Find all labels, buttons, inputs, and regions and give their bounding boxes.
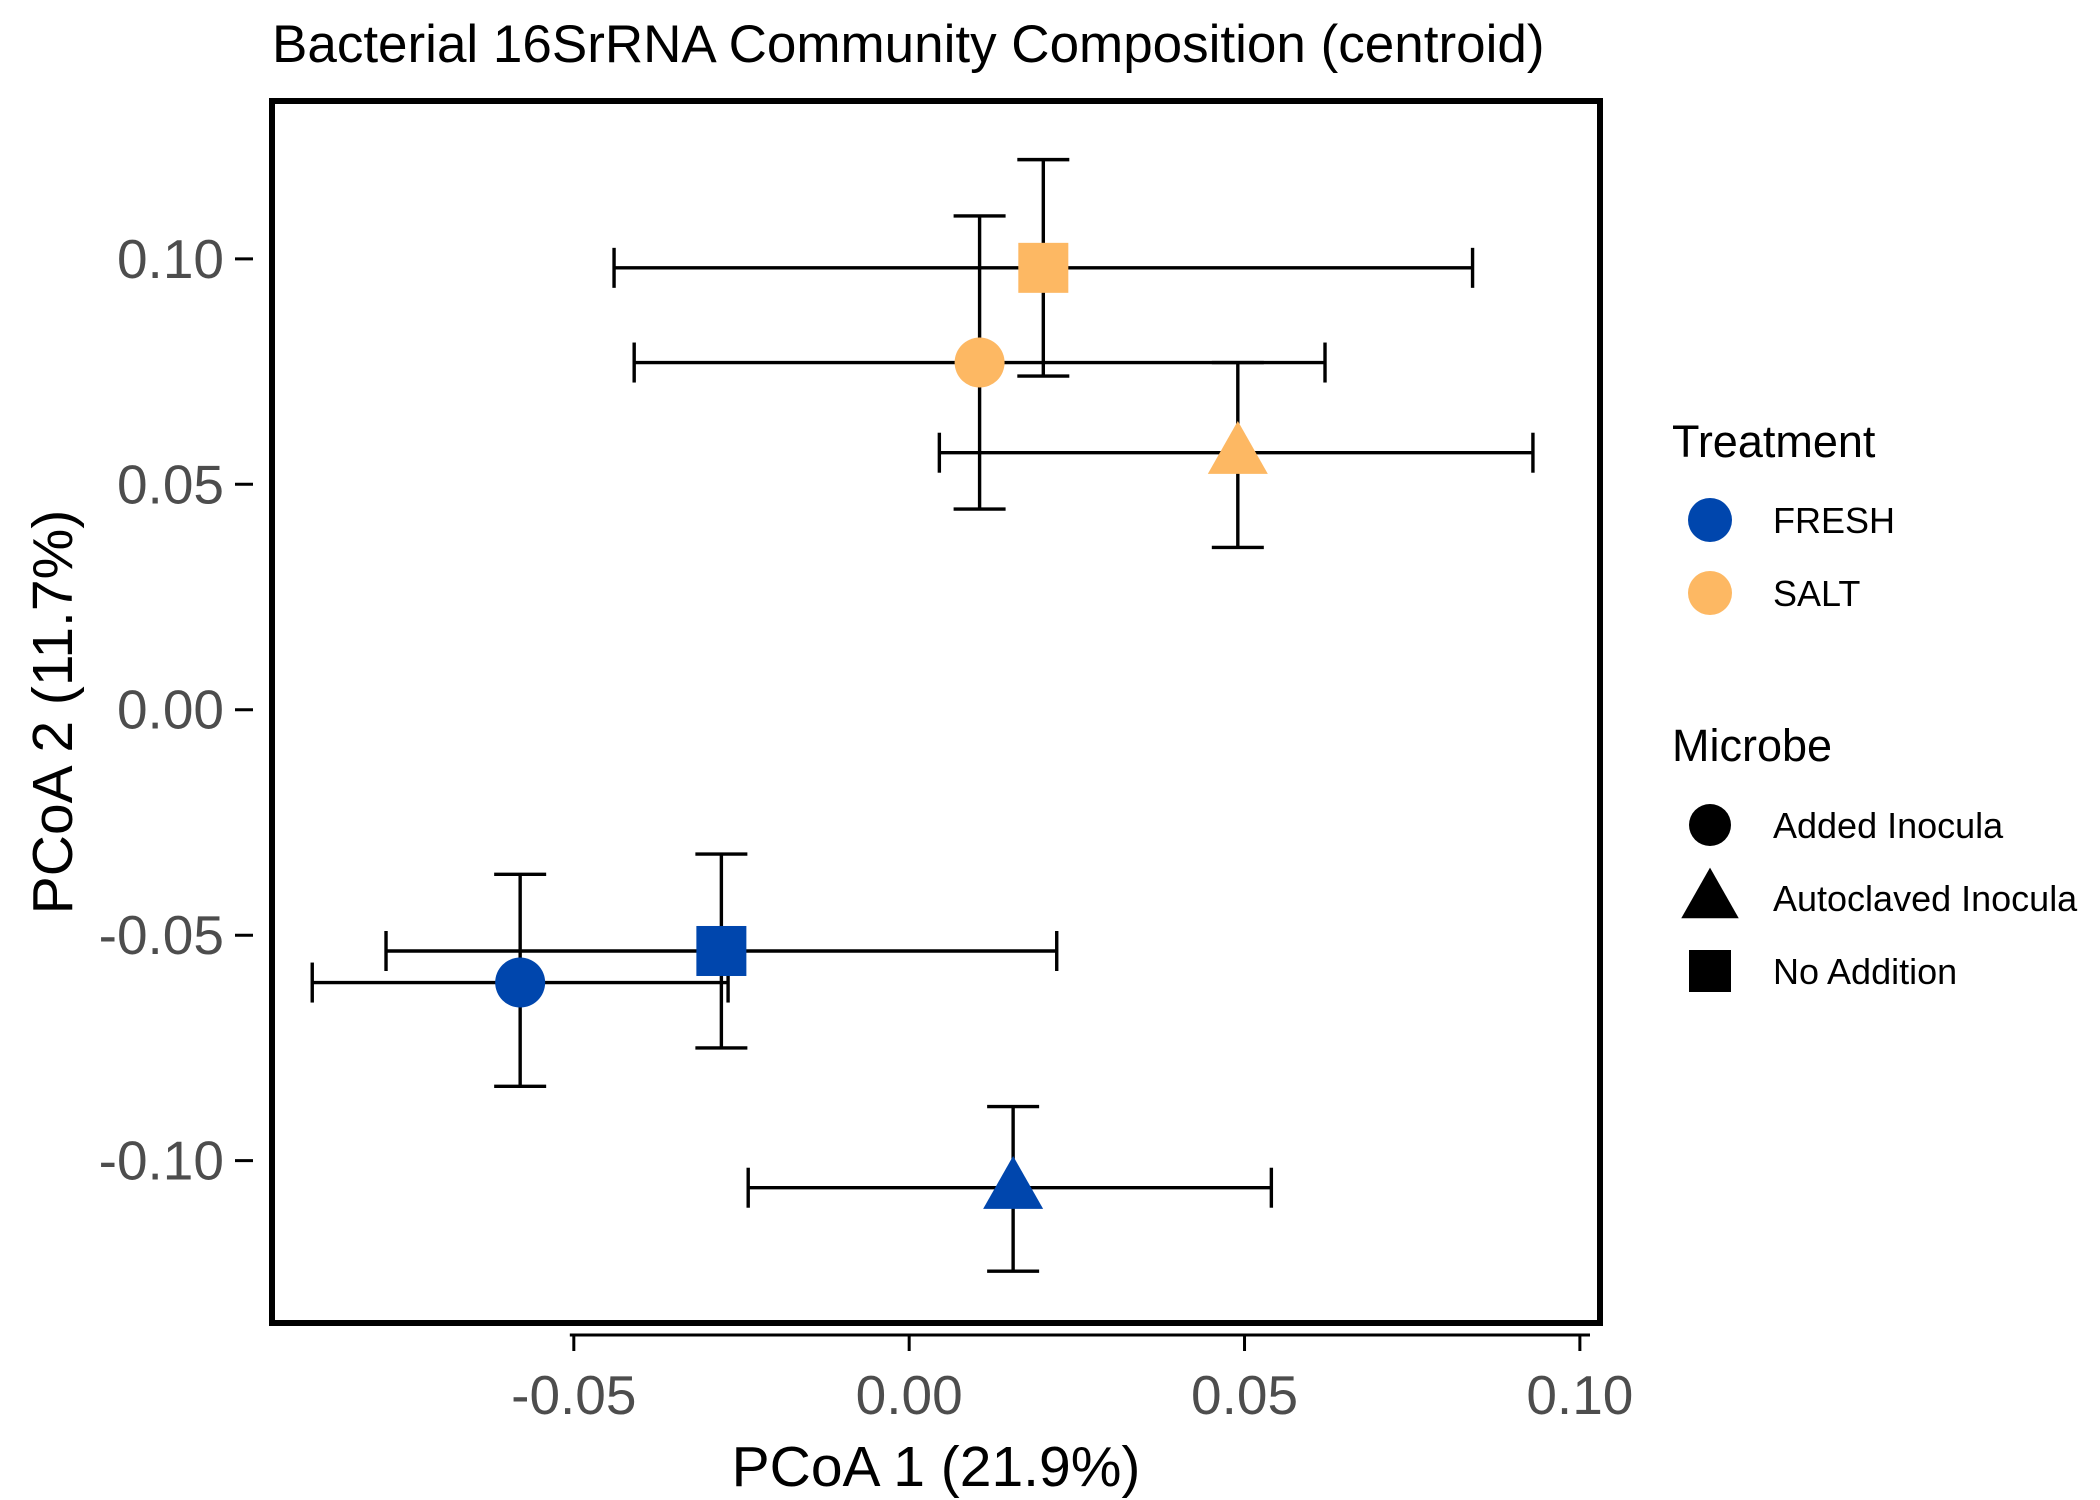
legend-label-square: No Addition [1773, 951, 1957, 992]
x-tick-label: 0.10 [1526, 1364, 1633, 1426]
y-axis-title: PCoA 2 (11.7%) [21, 510, 85, 914]
legend-label-fresh: FRESH [1773, 500, 1895, 541]
y-tick-label: -0.10 [99, 1130, 224, 1192]
y-tick-label: 0.05 [117, 453, 224, 515]
legend-key-fresh [1688, 498, 1732, 542]
y-tick-label: 0.00 [117, 679, 224, 741]
x-axis: -0.05 0.00 0.05 0.10 [511, 1333, 1633, 1426]
chart-title: Bacterial 16SrRNA Community Composition … [272, 15, 1544, 74]
legend-key-square [1689, 950, 1731, 992]
marker-fresh-circle [495, 957, 546, 1008]
legend-key-circle [1689, 804, 1731, 846]
legend-title-microbe: Microbe [1672, 720, 1832, 771]
marker-salt-square [1018, 242, 1069, 293]
legend-label-circle: Added Inocula [1773, 805, 2004, 846]
plot-panel [269, 98, 1603, 1326]
marker-salt-triangle [1207, 421, 1268, 474]
error-bars [310, 157, 1535, 1273]
legend-label-triangle: Autoclaved Inocula [1773, 878, 2078, 919]
legend-microbe-items: Added Inocula Autoclaved Inocula No Additi… [1681, 804, 2078, 992]
marker-salt-circle [954, 337, 1005, 388]
y-tick-label: -0.05 [99, 904, 224, 966]
x-tick-label: 0.05 [1191, 1364, 1298, 1426]
marker-fresh-square [696, 925, 747, 976]
legend-title-treatment: Treatment [1672, 416, 1876, 467]
y-axis: -0.10 -0.05 0.00 0.05 0.10 [99, 228, 253, 1192]
marker-fresh-triangle [983, 1156, 1044, 1209]
legend: Treatment FRESH SALT Microbe Added Inocul… [1672, 416, 2078, 992]
x-tick-label: 0.00 [856, 1364, 963, 1426]
legend-key-triangle [1681, 867, 1739, 919]
legend-label-salt: SALT [1773, 573, 1860, 614]
data-markers [495, 242, 1268, 1209]
x-axis-title: PCoA 1 (21.9%) [732, 1435, 1141, 1499]
legend-key-salt [1688, 571, 1732, 615]
x-tick-label: -0.05 [511, 1364, 636, 1426]
y-tick-label: 0.10 [117, 228, 224, 290]
legend-treatment-items: FRESH SALT [1688, 498, 1895, 615]
